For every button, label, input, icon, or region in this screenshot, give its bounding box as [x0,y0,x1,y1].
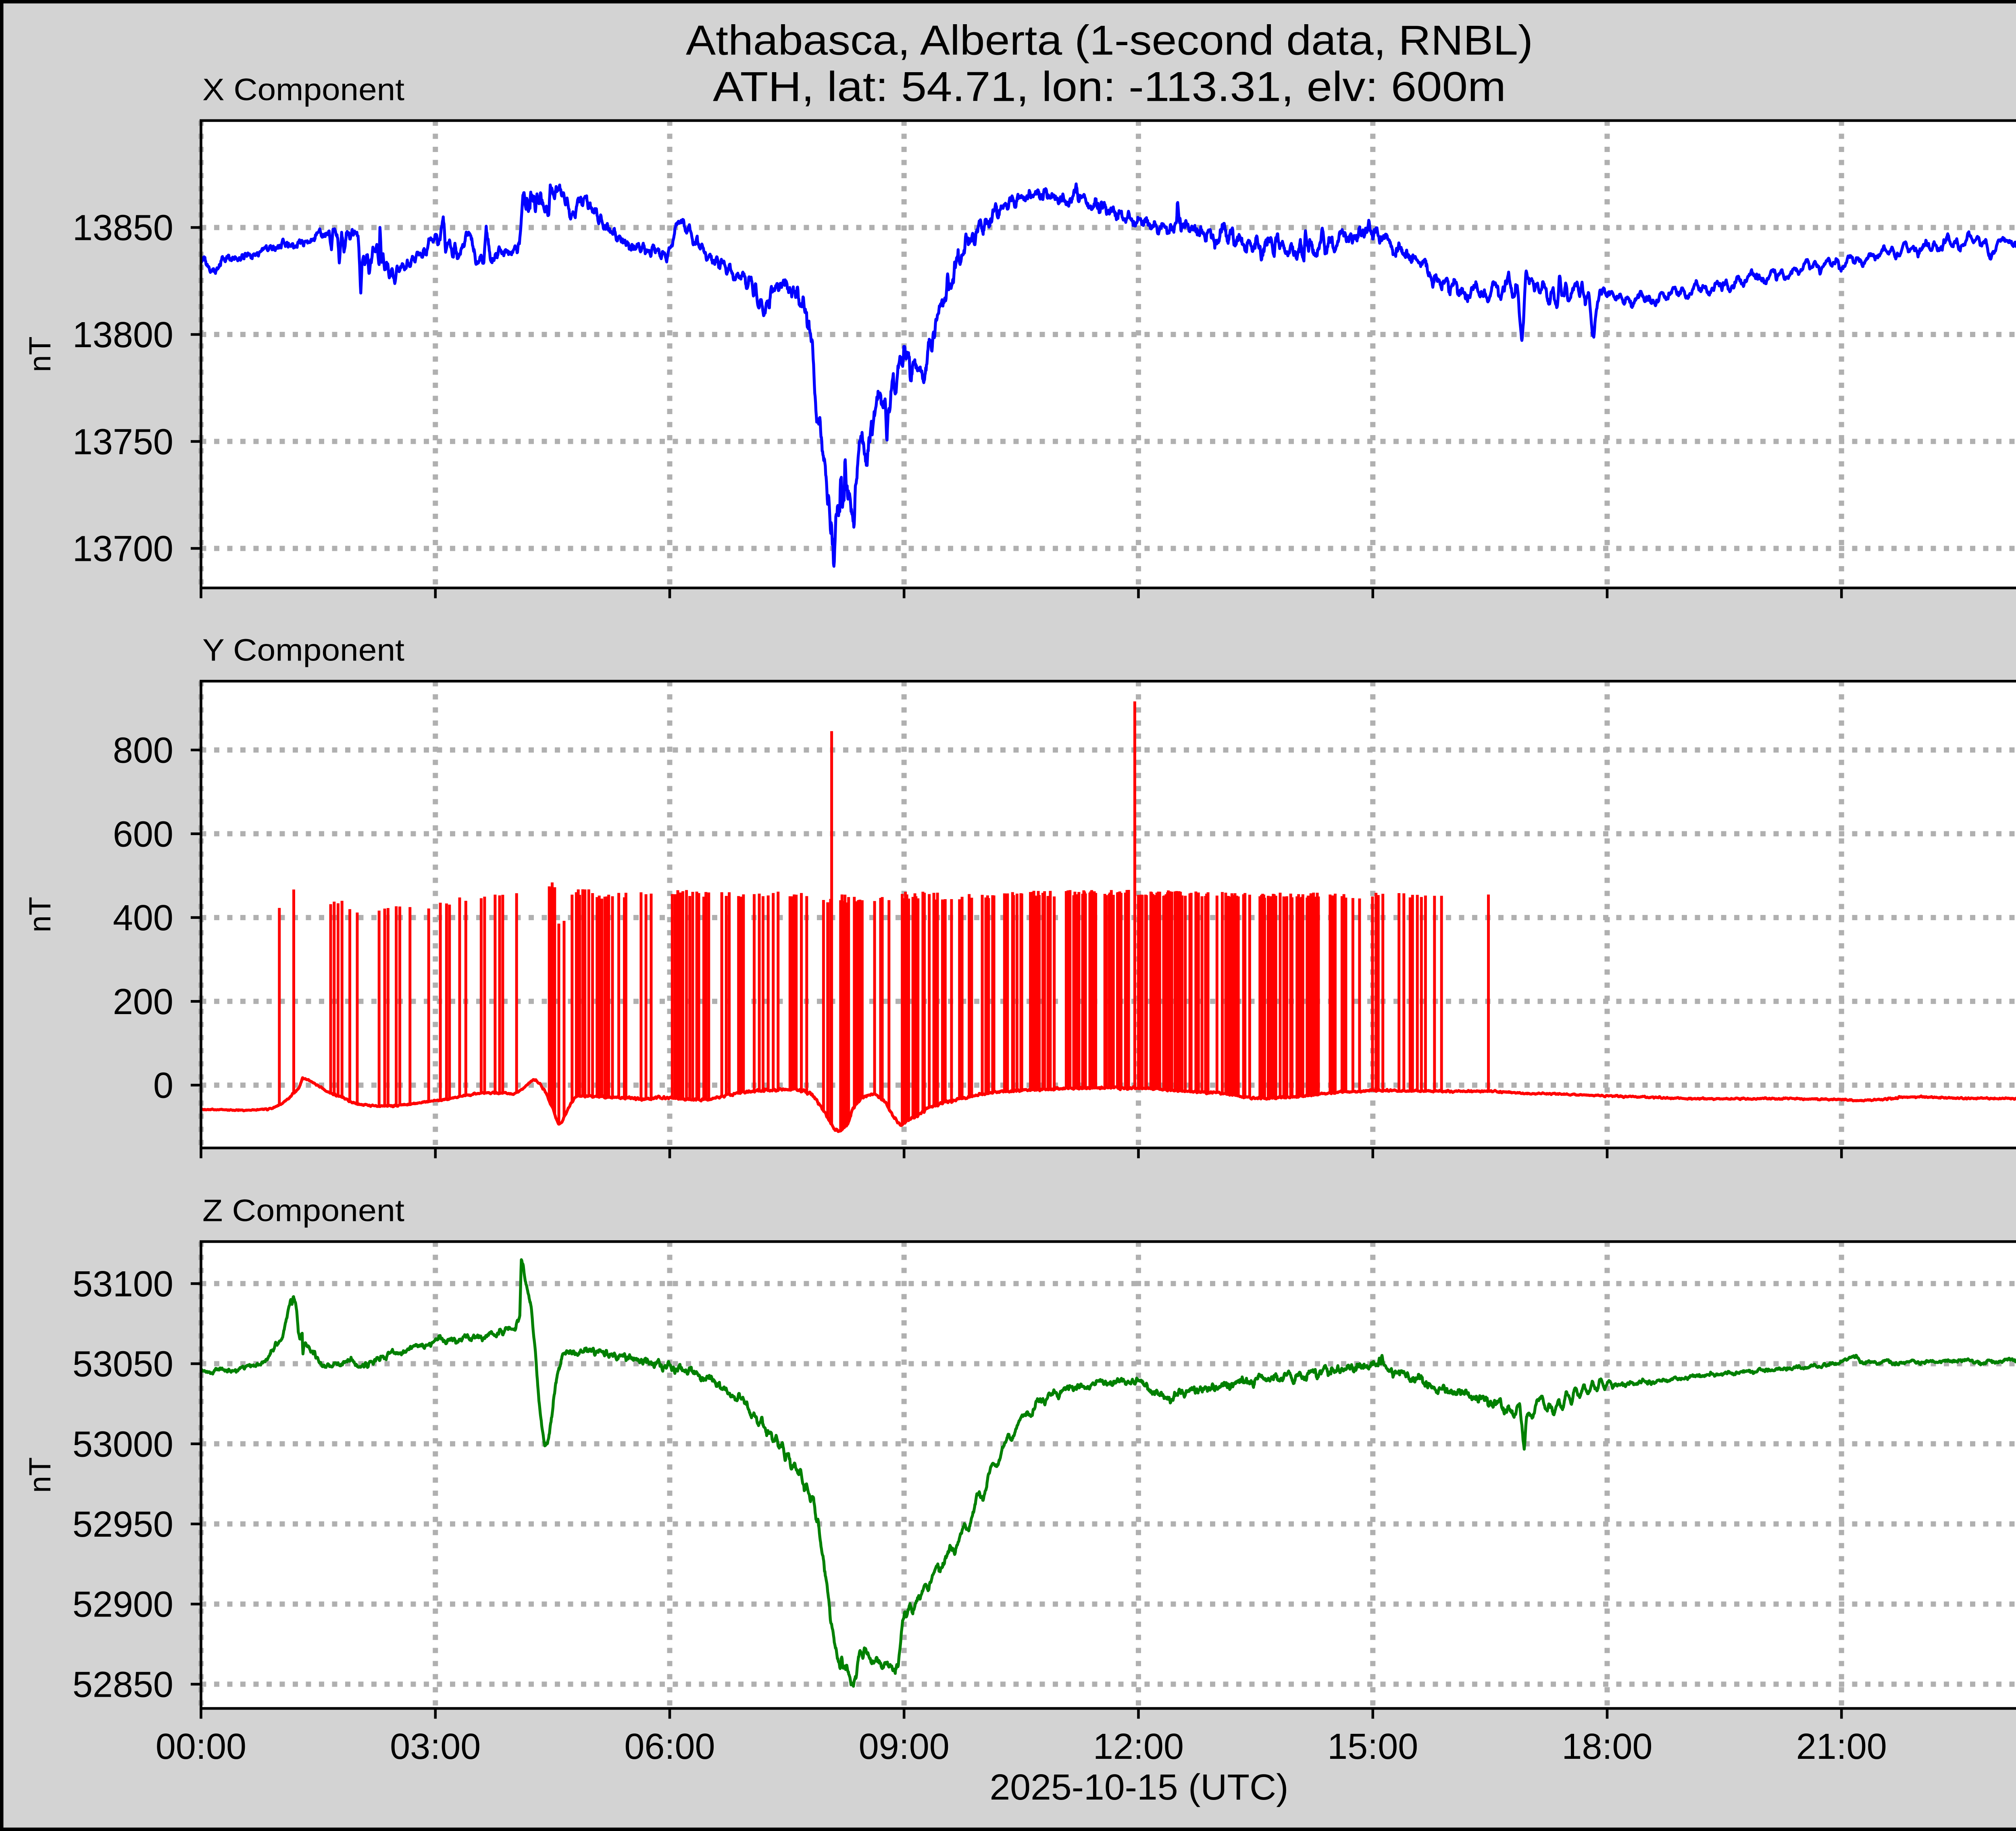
svg-text:13800: 13800 [73,315,173,355]
svg-text:03:00: 03:00 [390,1727,481,1767]
svg-text:18:00: 18:00 [1562,1727,1652,1767]
svg-text:13850: 13850 [73,208,173,248]
svg-text:X Component: X Component [202,72,404,107]
svg-text:nT: nT [23,897,57,933]
svg-text:53000: 53000 [73,1424,173,1464]
svg-text:52950: 52950 [73,1504,173,1545]
svg-text:Athabasca, Alberta (1-second d: Athabasca, Alberta (1-second data, RNBL) [686,17,1533,64]
svg-text:600: 600 [113,814,173,854]
svg-text:800: 800 [113,731,173,771]
svg-text:06:00: 06:00 [624,1727,715,1767]
svg-text:53100: 53100 [73,1264,173,1304]
svg-text:Y Component: Y Component [202,633,404,668]
svg-text:53050: 53050 [73,1344,173,1385]
svg-text:00:00: 00:00 [156,1727,246,1767]
svg-text:13700: 13700 [73,529,173,569]
svg-text:12:00: 12:00 [1093,1727,1184,1767]
svg-text:52900: 52900 [73,1585,173,1625]
svg-text:nT: nT [23,336,57,372]
svg-text:200: 200 [113,982,173,1022]
svg-text:21:00: 21:00 [1796,1727,1887,1767]
svg-text:0: 0 [153,1066,173,1106]
svg-text:15:00: 15:00 [1327,1727,1418,1767]
svg-text:400: 400 [113,898,173,938]
svg-text:2025-10-15 (UTC): 2025-10-15 (UTC) [990,1767,1289,1808]
svg-text:09:00: 09:00 [859,1727,950,1767]
svg-text:nT: nT [23,1457,57,1493]
svg-text:Z Component: Z Component [202,1194,404,1228]
svg-text:52850: 52850 [73,1664,173,1705]
svg-text:13750: 13750 [73,422,173,462]
svg-text:ATH, lat: 54.71, lon: -113.31,: ATH, lat: 54.71, lon: -113.31, elv: 600m [713,64,1506,110]
